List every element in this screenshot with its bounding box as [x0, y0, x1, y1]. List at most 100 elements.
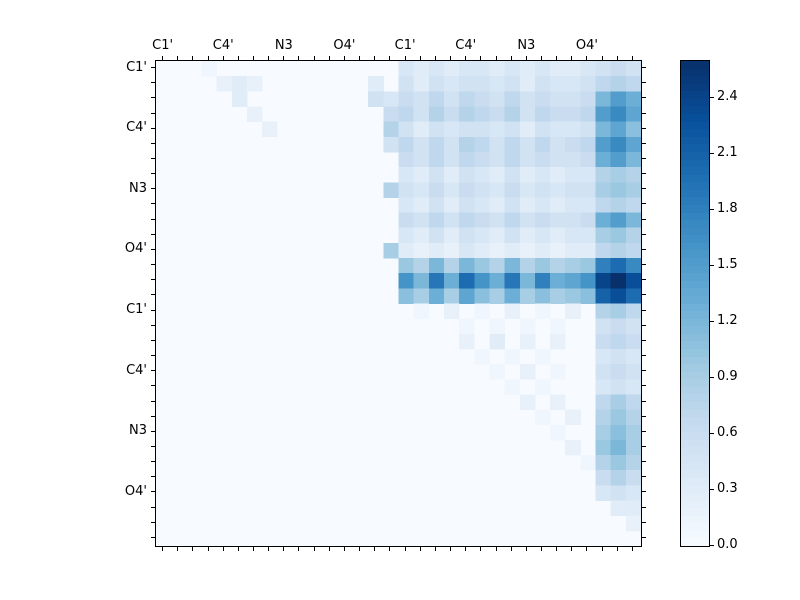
- axis-tick: [151, 67, 155, 69]
- heatmap-cell: [550, 136, 566, 153]
- heatmap-cell: [595, 76, 612, 92]
- colorbar-gradient-segment: [681, 121, 709, 130]
- heatmap-cell: [595, 333, 612, 350]
- heatmap-cell: [428, 212, 445, 229]
- heatmap-cell: [398, 197, 415, 213]
- heatmap-cell: [580, 197, 596, 213]
- colorbar-gradient-segment: [681, 386, 709, 395]
- heatmap-cell: [625, 288, 641, 304]
- colorbar-gradient-segment: [681, 280, 709, 289]
- heatmap-cell: [383, 106, 399, 123]
- heatmap-cell: [519, 227, 536, 244]
- axis-tick: [151, 430, 155, 432]
- heatmap-cell: [504, 288, 521, 304]
- heatmap-cell: [489, 197, 505, 213]
- heatmap-cell: [443, 167, 460, 183]
- heatmap-cell: [519, 258, 536, 274]
- heatmap-cell: [459, 61, 475, 77]
- heatmap-cell: [231, 91, 248, 107]
- colorbar-gradient-segment: [681, 326, 709, 334]
- heatmap-cell: [504, 348, 521, 365]
- colorbar-gradient-segment: [681, 348, 709, 357]
- axis-tick: [556, 56, 558, 60]
- heatmap-cell: [398, 167, 415, 183]
- axis-tick: [207, 547, 209, 551]
- heatmap-cell: [459, 182, 475, 198]
- heatmap-cell: [443, 151, 460, 168]
- heatmap-cell: [580, 76, 596, 92]
- colorbar-gradient-segment: [681, 470, 709, 478]
- heatmap-cell: [519, 273, 536, 289]
- colorbar-gradient-segment: [681, 447, 709, 456]
- colorbar-tick-label: 2.4: [717, 89, 738, 105]
- axis-tick: [298, 56, 300, 60]
- heatmap-cell: [595, 470, 612, 486]
- heatmap-cell: [368, 91, 384, 107]
- heatmap-plot[interactable]: [155, 60, 642, 547]
- heatmap-cell: [443, 212, 460, 229]
- axis-tick: [642, 415, 646, 417]
- heatmap-cell: [610, 151, 627, 168]
- heatmap-cell: [550, 258, 566, 274]
- colorbar-tick: [710, 488, 714, 490]
- heatmap-cell: [398, 151, 415, 168]
- heatmap-cell: [489, 333, 505, 350]
- colorbar-gradient-segment: [681, 523, 709, 531]
- heatmap-cell: [580, 455, 596, 471]
- heatmap-cell: [595, 348, 612, 365]
- axis-tick: [642, 218, 646, 220]
- heatmap-cell: [610, 167, 627, 183]
- heatmap-cell: [428, 197, 445, 213]
- heatmap-cell: [428, 121, 445, 138]
- heatmap-cell: [625, 167, 641, 183]
- axis-tick: [586, 56, 588, 60]
- heatmap-cell: [474, 288, 490, 304]
- heatmap-cell: [550, 364, 566, 380]
- heatmap-cell: [625, 409, 641, 426]
- heatmap-cell: [534, 227, 551, 244]
- heatmap-cell: [625, 242, 641, 259]
- heatmap-cell: [565, 288, 581, 304]
- heatmap-cell: [565, 439, 581, 456]
- heatmap-cell: [550, 121, 566, 138]
- heatmap-cell: [610, 424, 627, 441]
- axis-tick: [642, 248, 646, 250]
- heatmap-cell: [443, 106, 460, 123]
- heatmap-cell: [534, 409, 551, 426]
- heatmap-cell: [474, 212, 490, 229]
- axis-tick: [616, 56, 618, 60]
- heatmap-cell: [413, 197, 430, 213]
- axis-tick: [450, 547, 452, 551]
- heatmap-cell: [428, 167, 445, 183]
- axis-tick: [571, 547, 573, 551]
- heatmap-cell: [504, 136, 521, 153]
- heatmap-cell: [625, 424, 641, 441]
- heatmap-cell: [443, 273, 460, 289]
- heatmap-cell: [474, 151, 490, 168]
- colorbar-gradient-segment: [681, 167, 709, 175]
- axis-tick: [642, 400, 646, 402]
- heatmap-cell: [383, 121, 399, 138]
- colorbar-tick: [710, 264, 714, 266]
- heatmap-cell: [610, 303, 627, 320]
- axis-tick: [313, 547, 315, 551]
- heatmap-cell: [565, 242, 581, 259]
- colorbar-gradient-segment: [681, 417, 709, 425]
- heatmap-cell: [565, 76, 581, 92]
- axis-tick: [177, 547, 179, 551]
- heatmap-cell: [489, 136, 505, 153]
- heatmap-cell: [610, 258, 627, 274]
- heatmap-cell: [565, 151, 581, 168]
- heatmap-cell: [625, 76, 641, 92]
- axis-tick: [237, 547, 239, 551]
- heatmap-cell: [443, 258, 460, 274]
- heatmap-cell: [625, 303, 641, 320]
- heatmap-cell: [489, 258, 505, 274]
- heatmap-cell: [534, 121, 551, 138]
- colorbar-gradient-segment: [681, 265, 709, 274]
- axis-tick: [510, 56, 512, 60]
- colorbar-gradient-segment: [681, 76, 709, 84]
- colorbar-gradient-segment: [681, 220, 709, 228]
- colorbar-gradient-segment: [681, 508, 709, 516]
- colorbar-gradient-segment: [681, 151, 709, 160]
